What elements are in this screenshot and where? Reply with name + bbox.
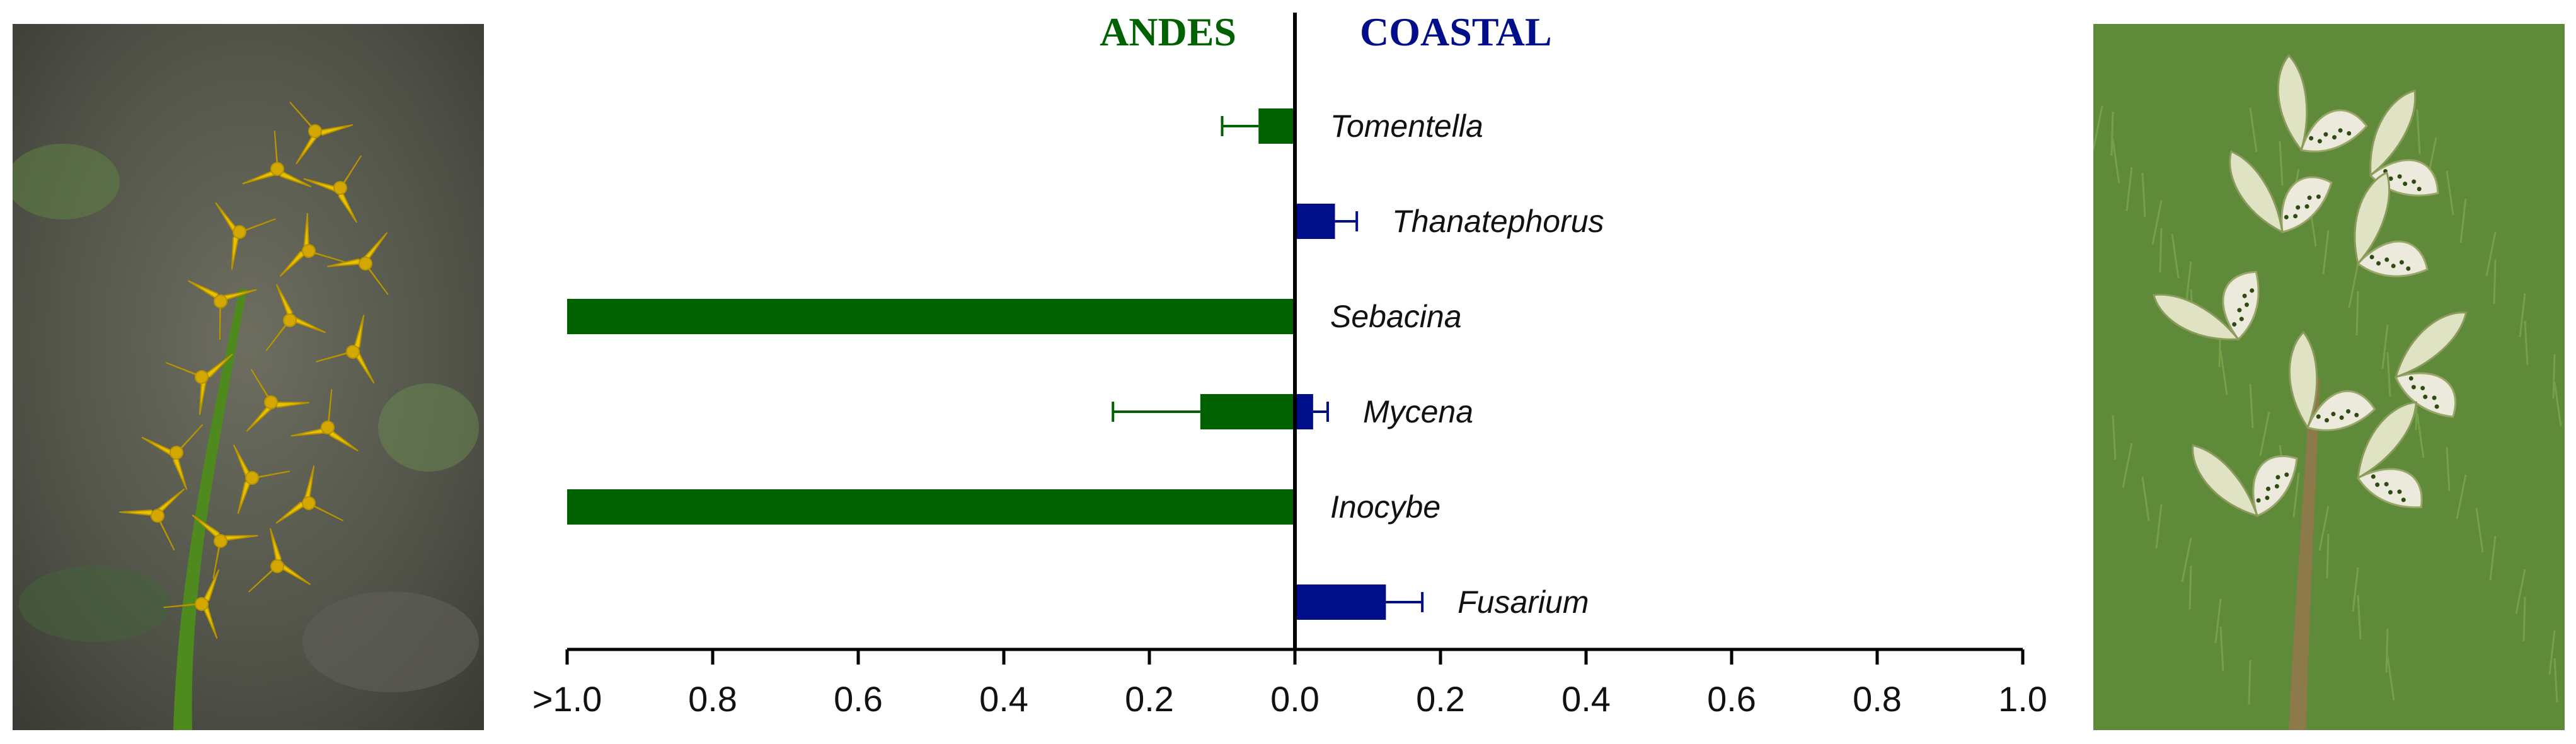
category-label: Fusarium <box>1458 584 1589 620</box>
yellow-orchid-inflorescence-icon <box>13 24 484 730</box>
x-axis: >1.0 0.8 0.6 0.4 0.2 0.0 0.2 0.4 0.6 0.8 1.0 <box>532 13 2047 719</box>
andes-orchid-photo <box>13 24 484 730</box>
diverging-bar-chart: ANDES COASTAL Tomentella Thanatephorus Seb… <box>532 9 2047 719</box>
andes-bar <box>1200 394 1295 429</box>
andes-bar <box>567 299 1295 334</box>
coastal-orchid-photo <box>2093 24 2565 730</box>
category-label: Sebacina <box>1330 299 1462 334</box>
x-tick-label: 0.8 <box>1853 679 1902 719</box>
x-tick-label: >1.0 <box>532 679 602 719</box>
category-label: Inocybe <box>1330 489 1440 525</box>
coastal-bar <box>1295 584 1386 620</box>
coastal-bar <box>1295 204 1335 239</box>
category-label: Mycena <box>1363 394 1473 429</box>
category-label: Tomentella <box>1330 108 1483 144</box>
category-label: Thanatephorus <box>1392 204 1604 239</box>
x-tick-label: 0.8 <box>688 679 737 719</box>
bars-layer <box>567 108 1424 620</box>
x-tick-label: 0.6 <box>834 679 883 719</box>
x-tick-label: 0.4 <box>979 679 1028 719</box>
x-tick-label: 0.2 <box>1416 679 1465 719</box>
category-labels: Tomentella Thanatephorus Sebacina Mycena Ino… <box>1330 108 1604 620</box>
x-tick-label: 0.0 <box>1270 679 1320 719</box>
white-green-orchid-flowers-icon <box>2093 24 2565 730</box>
x-tick-label: 0.2 <box>1125 679 1174 719</box>
x-tick-label: 1.0 <box>1998 679 2047 719</box>
x-tick-label: 0.6 <box>1707 679 1756 719</box>
andes-region-label: ANDES <box>1100 9 1236 54</box>
x-tick-label: 0.4 <box>1561 679 1611 719</box>
andes-bar <box>1258 108 1295 144</box>
andes-bar <box>567 489 1295 525</box>
coastal-region-label: COASTAL <box>1360 9 1552 54</box>
coastal-bar <box>1295 394 1313 429</box>
